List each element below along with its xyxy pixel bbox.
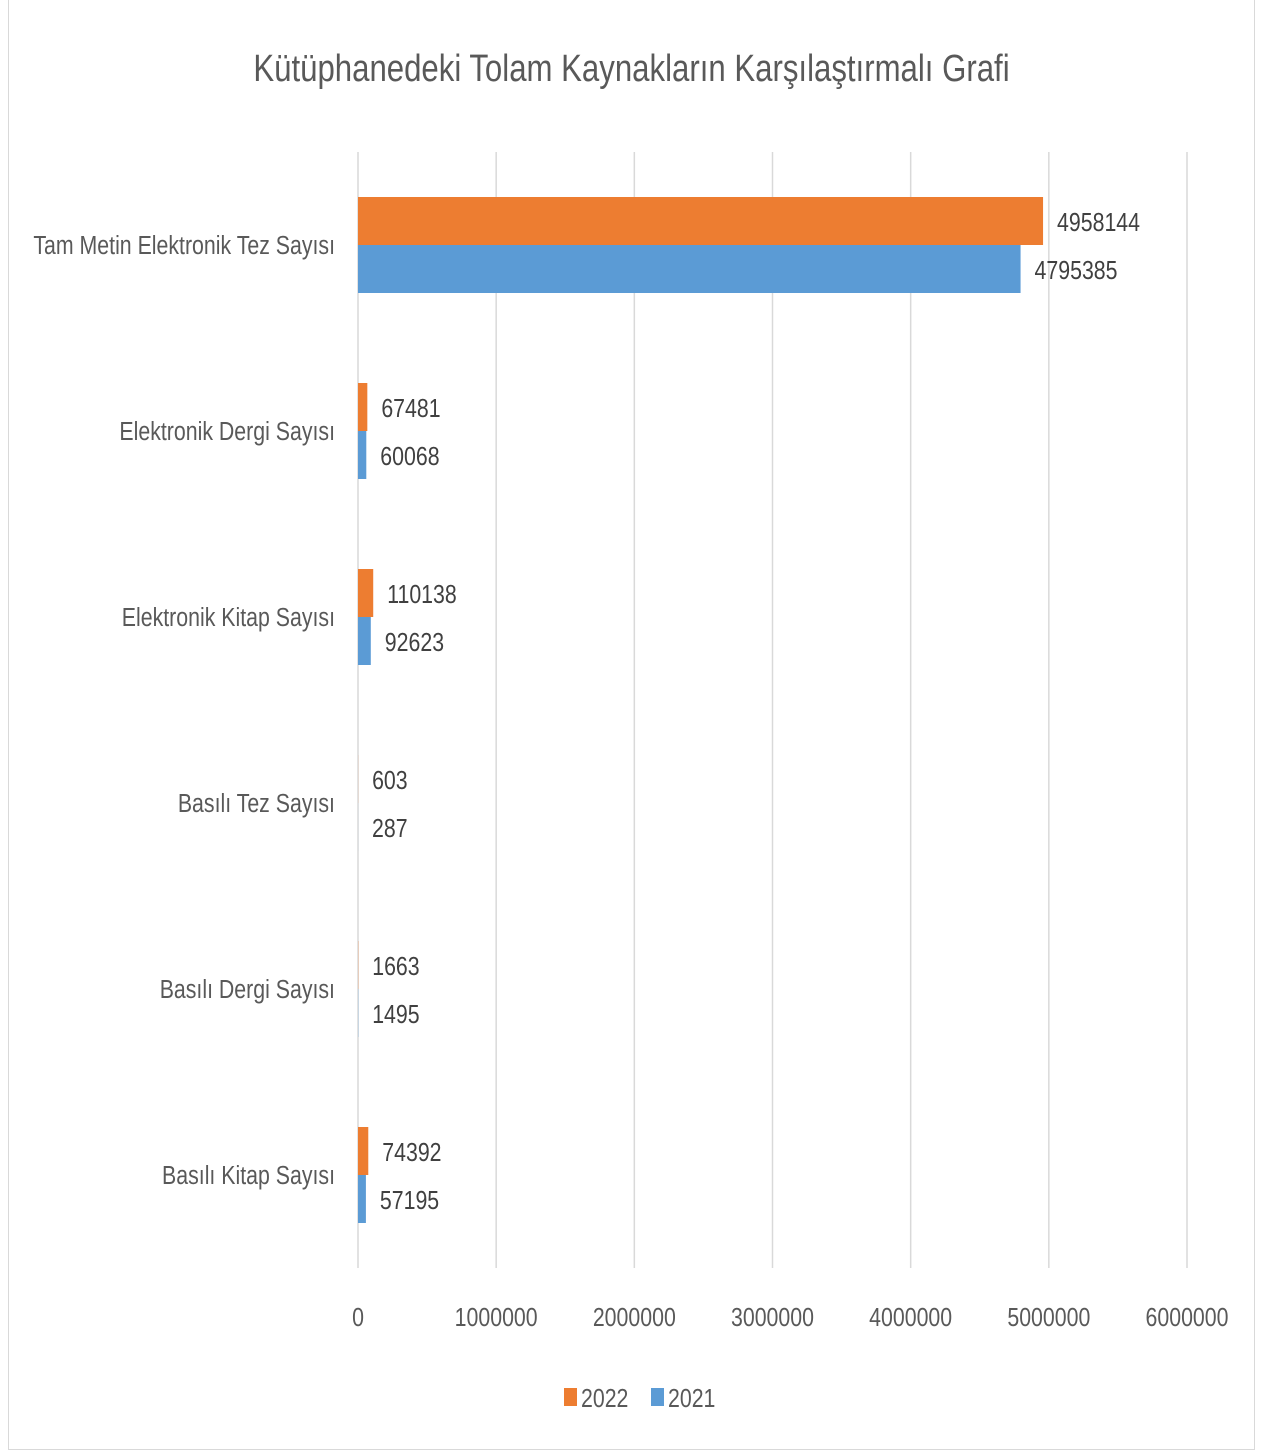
data-label: 4958144 xyxy=(1057,208,1140,238)
data-label: 287 xyxy=(372,814,408,844)
data-label: 57195 xyxy=(380,1186,439,1216)
data-label: 74392 xyxy=(382,1138,441,1168)
category-label: Elektronik Dergi Sayısı xyxy=(119,417,335,447)
legend-swatch-2021 xyxy=(651,1388,664,1406)
x-tick-label: 6000000 xyxy=(1146,1303,1229,1333)
category-label: Tam Metin Elektronik Tez Sayısı xyxy=(33,231,335,261)
category-label: Basılı Tez Sayısı xyxy=(178,789,335,819)
data-label: 603 xyxy=(372,766,408,796)
data-label: 1495 xyxy=(372,1000,419,1030)
legend-label-2021: 2021 xyxy=(668,1384,715,1414)
x-tick-label: 3000000 xyxy=(731,1303,814,1333)
category-label: Basılı Dergi Sayısı xyxy=(160,975,335,1005)
bar-2022 xyxy=(358,197,1044,245)
data-label: 60068 xyxy=(380,442,439,472)
x-tick-label: 2000000 xyxy=(593,1303,676,1333)
data-label: 1663 xyxy=(372,952,419,982)
chart-title: Kütüphanedeki Tolam Kaynakların Karşılaş… xyxy=(253,48,1010,90)
data-label: 67481 xyxy=(381,394,440,424)
bar-2021 xyxy=(358,617,371,665)
bar-2021 xyxy=(358,431,367,479)
x-tick-label: 0 xyxy=(352,1303,364,1333)
x-tick-label: 5000000 xyxy=(1007,1303,1090,1333)
bar-2022 xyxy=(358,569,374,617)
x-tick-label: 1000000 xyxy=(455,1303,538,1333)
bar-2022 xyxy=(358,383,368,431)
bar-2022 xyxy=(358,1127,369,1175)
data-label: 4795385 xyxy=(1035,256,1118,286)
data-label: 110138 xyxy=(387,580,457,610)
category-label: Basılı Kitap Sayısı xyxy=(162,1161,335,1191)
x-tick-label: 4000000 xyxy=(869,1303,952,1333)
bar-2021 xyxy=(358,1175,366,1223)
bar-2021 xyxy=(358,245,1021,293)
legend-swatch-2022 xyxy=(564,1388,577,1406)
data-label: 92623 xyxy=(385,628,444,658)
legend-label-2022: 2022 xyxy=(581,1384,628,1414)
category-label: Elektronik Kitap Sayısı xyxy=(122,603,335,633)
